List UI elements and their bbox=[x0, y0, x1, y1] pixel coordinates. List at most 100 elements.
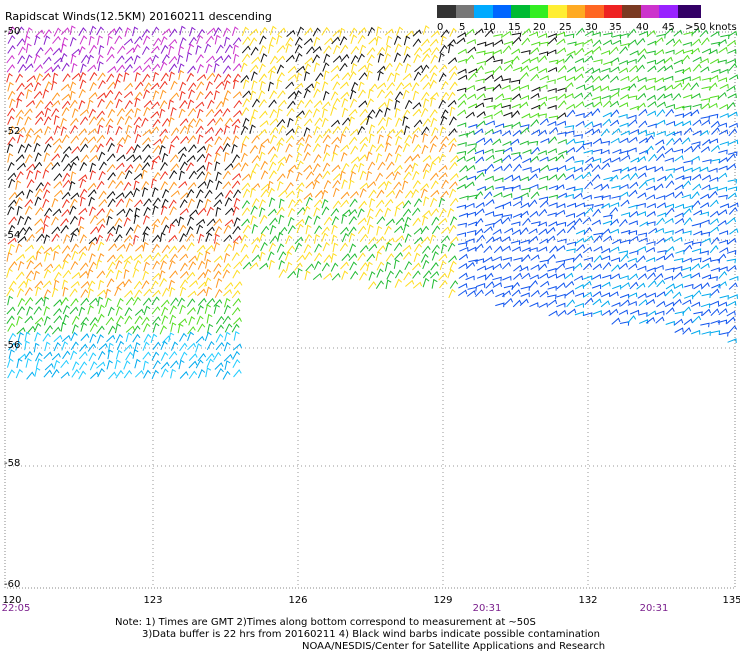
wind-barb bbox=[413, 53, 421, 64]
wind-barb bbox=[701, 308, 712, 316]
wind-barb bbox=[558, 150, 568, 155]
wind-barb bbox=[70, 341, 79, 351]
wind-barb bbox=[124, 307, 133, 317]
wind-barb bbox=[412, 108, 422, 117]
wind-barb bbox=[591, 284, 602, 289]
wind-barb bbox=[222, 97, 229, 107]
wind-barb bbox=[663, 93, 673, 99]
wind-barb bbox=[557, 164, 567, 171]
wind-barb bbox=[717, 39, 727, 46]
wind-barb bbox=[413, 243, 422, 253]
wind-barb bbox=[627, 114, 637, 120]
wind-barb bbox=[295, 152, 303, 163]
wind-barb bbox=[133, 253, 143, 261]
wind-barb bbox=[322, 152, 331, 162]
wind-barb bbox=[611, 127, 621, 135]
wind-barb bbox=[601, 162, 611, 170]
wind-barb bbox=[456, 183, 467, 190]
wind-barb bbox=[204, 277, 212, 287]
wind-barb bbox=[141, 180, 150, 190]
wind-barb bbox=[591, 158, 602, 163]
wind-barb bbox=[520, 72, 529, 80]
wind-barb bbox=[179, 37, 187, 47]
wind-barb bbox=[411, 82, 420, 92]
wind-barb bbox=[377, 181, 387, 189]
wind-barb bbox=[438, 143, 447, 153]
wind-barb bbox=[133, 224, 141, 234]
wind-barb bbox=[107, 198, 116, 208]
wind-barb bbox=[44, 125, 52, 136]
wind-barb bbox=[501, 78, 511, 83]
wind-barb bbox=[673, 257, 684, 263]
wind-barb bbox=[636, 155, 647, 163]
wind-barb bbox=[402, 116, 409, 126]
wind-barb bbox=[125, 124, 133, 135]
wind-barb bbox=[539, 41, 549, 47]
wind-barb bbox=[242, 36, 251, 45]
wind-barb bbox=[384, 28, 394, 36]
wind-barb bbox=[215, 180, 223, 190]
wind-barb bbox=[197, 297, 207, 306]
wind-barb bbox=[188, 315, 196, 326]
wind-barb bbox=[637, 129, 648, 135]
wind-barb bbox=[601, 94, 611, 100]
wind-barb bbox=[206, 218, 216, 227]
wind-barb bbox=[61, 279, 68, 290]
wind-barb bbox=[384, 90, 394, 99]
wind-barb bbox=[591, 219, 601, 226]
wind-barb bbox=[402, 89, 410, 100]
wind-barb bbox=[620, 299, 630, 307]
wind-barb bbox=[492, 276, 502, 282]
wind-barb bbox=[637, 92, 647, 101]
wind-barb bbox=[206, 27, 216, 35]
wind-barb bbox=[646, 221, 656, 226]
wind-barb bbox=[411, 207, 421, 216]
wind-barb bbox=[159, 269, 166, 280]
scale-label: 35 bbox=[609, 22, 622, 33]
wind-barb bbox=[420, 107, 429, 117]
wind-barb bbox=[6, 252, 13, 262]
wind-barb bbox=[564, 33, 575, 39]
wind-barb bbox=[62, 172, 71, 182]
wind-barb bbox=[708, 276, 718, 281]
wind-barb bbox=[699, 129, 709, 137]
wind-barb bbox=[350, 45, 360, 55]
wind-barb bbox=[682, 208, 692, 216]
wind-barb bbox=[537, 33, 548, 38]
wind-barb bbox=[206, 358, 214, 368]
wind-barb bbox=[386, 35, 393, 46]
wind-barb bbox=[548, 115, 559, 121]
wind-barb bbox=[404, 99, 413, 110]
wind-barb bbox=[637, 192, 647, 199]
wind-barb bbox=[411, 188, 419, 198]
wind-barb bbox=[69, 36, 77, 47]
wind-barb bbox=[115, 180, 124, 189]
wind-barb bbox=[107, 179, 116, 189]
wind-barb bbox=[727, 300, 737, 307]
wind-barb bbox=[358, 200, 367, 209]
wind-barb bbox=[251, 109, 259, 119]
wind-barb bbox=[440, 29, 450, 38]
wind-barb bbox=[116, 315, 124, 325]
wind-barb bbox=[79, 143, 89, 153]
wind-barb bbox=[187, 181, 197, 190]
wind-barb bbox=[521, 58, 531, 65]
wind-barb bbox=[303, 118, 313, 127]
wind-barb bbox=[484, 41, 494, 47]
wind-barb bbox=[420, 225, 430, 235]
wind-barb bbox=[449, 161, 458, 170]
wind-barb bbox=[384, 180, 392, 191]
wind-barb bbox=[114, 286, 122, 297]
wind-barb bbox=[367, 224, 374, 235]
wind-barb bbox=[43, 143, 52, 153]
wind-barb bbox=[133, 65, 143, 73]
wind-barb bbox=[440, 235, 450, 244]
wind-barb bbox=[438, 153, 446, 163]
wind-barb bbox=[681, 54, 690, 63]
wind-barb bbox=[322, 90, 330, 101]
wind-barb bbox=[70, 350, 78, 360]
wind-barb bbox=[259, 262, 269, 270]
wind-barb bbox=[294, 115, 302, 126]
wind-barb bbox=[575, 229, 586, 235]
wind-barb bbox=[359, 170, 367, 180]
